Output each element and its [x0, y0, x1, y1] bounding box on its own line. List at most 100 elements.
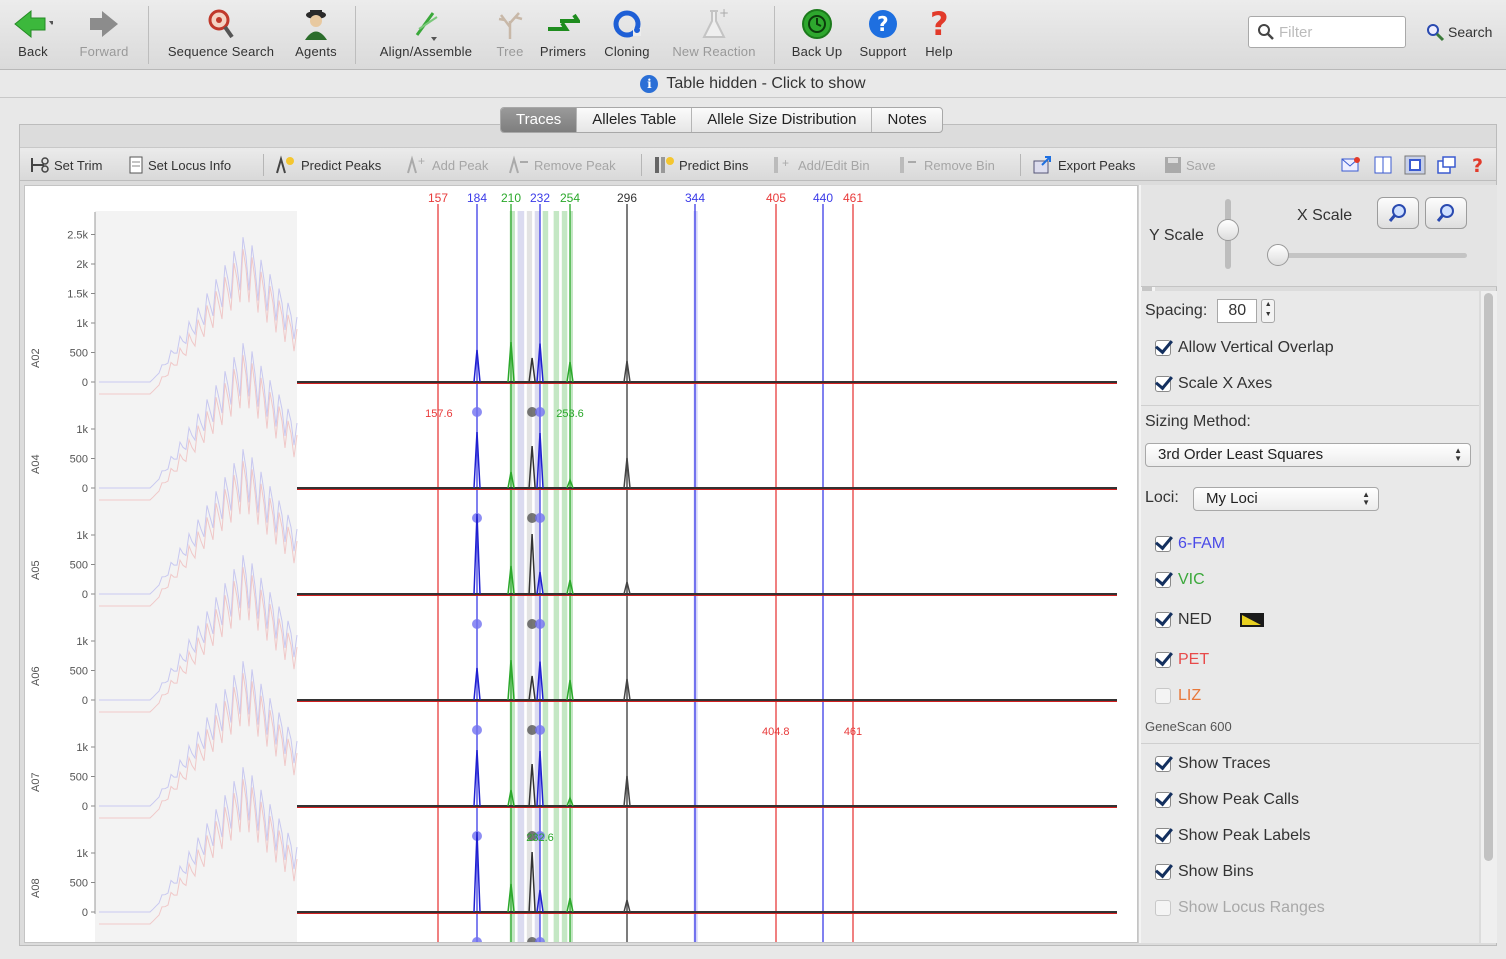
raw-signal — [99, 661, 298, 807]
scale-x-axes-checkbox[interactable] — [1155, 376, 1171, 392]
dye-ned-checkbox[interactable] — [1155, 612, 1171, 628]
support-button[interactable]: ? Support — [852, 4, 914, 66]
help-question-icon[interactable]: ? — [1468, 155, 1490, 175]
trace-peak — [623, 457, 631, 489]
back-up-button[interactable]: Back Up — [786, 4, 848, 66]
spacing-stepper[interactable]: ▲ ▼ — [1261, 299, 1276, 323]
trace-peak — [566, 795, 574, 807]
loci-select[interactable]: My Loci ▲ ▼ — [1193, 487, 1379, 511]
color-swatch-icon[interactable] — [1239, 612, 1265, 628]
allow-overlap-option[interactable]: Allow Vertical Overlap — [1155, 339, 1334, 357]
save-button[interactable]: Save — [1164, 154, 1216, 176]
y-tick-label: 0 — [82, 377, 88, 389]
view-tabs: Traces Alleles Table Allele Size Distrib… — [500, 107, 943, 133]
allow-overlap-checkbox[interactable] — [1155, 340, 1171, 356]
tab-traces[interactable]: Traces — [501, 108, 578, 132]
add-peak-button[interactable]: + Add Peak — [406, 154, 488, 176]
cloning-button[interactable]: Cloning — [598, 4, 656, 66]
spacing-input[interactable]: 80 — [1217, 299, 1258, 323]
trace-peak — [528, 675, 536, 701]
remove-peak-button[interactable]: Remove Peak — [508, 154, 616, 176]
y-scale-slider-knob[interactable] — [1217, 219, 1239, 241]
x-scale-slider-knob[interactable] — [1267, 244, 1289, 266]
dye-liz-option[interactable]: LIZ — [1155, 687, 1201, 705]
export-peaks-button[interactable]: Export Peaks — [1032, 154, 1135, 176]
sizing-method-select[interactable]: 3rd Order Least Squares ▲ ▼ — [1145, 443, 1471, 467]
sequence-search-button[interactable]: Sequence Search — [160, 4, 282, 66]
traces-chart[interactable]: 157 184 210 232 254 296 344 405 440 461 2.5k 2k 1.5k… — [24, 185, 1138, 943]
x-scale-label: X Scale — [1297, 207, 1353, 224]
trace-peak — [507, 789, 515, 807]
forward-button[interactable]: Forward — [74, 4, 134, 66]
envelope-icon[interactable] — [1340, 155, 1362, 175]
show-bins-option[interactable]: Show Bins — [1155, 863, 1254, 881]
agents-button[interactable]: Agents — [290, 4, 342, 66]
dye-vic-checkbox[interactable] — [1155, 572, 1171, 588]
back-button[interactable]: Back — [8, 4, 58, 66]
toolbar-divider — [355, 6, 356, 64]
dye-6fam-option[interactable]: 6-FAM — [1155, 535, 1225, 553]
align-assemble-button[interactable]: Align/Assemble — [368, 4, 484, 66]
save-disk-icon — [1165, 157, 1181, 173]
options-scrollbar[interactable] — [1481, 291, 1497, 943]
set-locus-info-button[interactable]: Set Locus Info — [128, 154, 231, 176]
y-tick-label: 1k — [76, 848, 88, 860]
trace-row-a08: 1k 500 0 A08 — [30, 742, 1117, 942]
primers-button[interactable]: Primers — [534, 4, 592, 66]
dye-vic-option[interactable]: VIC — [1155, 571, 1205, 589]
y-tick-label: 0 — [82, 695, 88, 707]
table-hidden-bar[interactable]: i Table hidden - Click to show — [0, 70, 1506, 98]
remove-bin-button[interactable]: Remove Bin — [898, 154, 995, 176]
trace-peak — [473, 513, 481, 595]
predict-peaks-button[interactable]: Predict Peaks — [275, 154, 381, 176]
flask-icon: + — [664, 4, 764, 44]
show-locus-ranges-option[interactable]: Show Locus Ranges — [1155, 899, 1325, 917]
search-button[interactable]: Search — [1425, 22, 1492, 42]
dye-liz-checkbox[interactable] — [1155, 688, 1171, 704]
predict-bins-button[interactable]: Predict Bins — [653, 154, 748, 176]
trace-peak — [536, 750, 544, 807]
show-peak-labels-option[interactable]: Show Peak Labels — [1155, 827, 1311, 845]
show-peak-calls-option[interactable]: Show Peak Calls — [1155, 791, 1299, 809]
new-reaction-button[interactable]: + New Reaction — [664, 4, 764, 66]
dye-pet-checkbox[interactable] — [1155, 652, 1171, 668]
dye-6fam-checkbox[interactable] — [1155, 536, 1171, 552]
help-button[interactable]: ? Help — [920, 4, 958, 66]
scale-x-axes-option[interactable]: Scale X Axes — [1155, 375, 1272, 393]
split-view-icon[interactable] — [1372, 155, 1394, 175]
backup-clock-icon — [786, 4, 848, 44]
dye-pet-option[interactable]: PET — [1155, 651, 1209, 669]
show-peak-calls-checkbox[interactable] — [1155, 792, 1171, 808]
trace-peak — [473, 431, 481, 489]
filter-field[interactable] — [1248, 16, 1406, 48]
sample-name-label: A02 — [30, 348, 42, 368]
y-tick-label: 500 — [70, 348, 88, 360]
show-traces-checkbox[interactable] — [1155, 756, 1171, 772]
show-peak-labels-checkbox[interactable] — [1155, 828, 1171, 844]
bin-label: 296 — [617, 191, 637, 205]
x-scale-slider[interactable] — [1267, 244, 1467, 266]
tab-allele-size-distribution[interactable]: Allele Size Distribution — [692, 108, 873, 132]
single-view-icon[interactable] — [1404, 155, 1426, 175]
trace-peak — [507, 471, 515, 489]
tab-notes[interactable]: Notes — [887, 111, 927, 128]
external-window-icon[interactable] — [1436, 155, 1458, 175]
filter-input[interactable] — [1279, 22, 1399, 42]
set-trim-button[interactable]: Set Trim — [30, 154, 102, 176]
show-traces-option[interactable]: Show Traces — [1155, 755, 1270, 773]
zoom-in-button[interactable] — [1377, 197, 1419, 229]
dye-ned-option[interactable]: NED — [1155, 611, 1265, 629]
tree-button[interactable]: Tree — [490, 4, 530, 66]
raw-signal — [99, 249, 298, 395]
traces-plot[interactable]: 157 184 210 232 254 296 344 405 440 461 2.5k 2k 1.5k… — [25, 186, 1138, 943]
tab-alleles-table[interactable]: Alleles Table — [577, 108, 693, 132]
zoom-out-button[interactable] — [1425, 197, 1467, 229]
sample-name-label: A04 — [30, 454, 42, 474]
show-bins-checkbox[interactable] — [1155, 864, 1171, 880]
sample-name-label: A08 — [30, 878, 42, 898]
show-locus-ranges-checkbox[interactable] — [1155, 900, 1171, 916]
y-scale-slider[interactable] — [1217, 199, 1239, 269]
peak-label: 253.6 — [556, 408, 584, 420]
add-edit-bin-button[interactable]: + Add/Edit Bin — [772, 154, 870, 176]
scrollbar-thumb[interactable] — [1484, 293, 1493, 861]
